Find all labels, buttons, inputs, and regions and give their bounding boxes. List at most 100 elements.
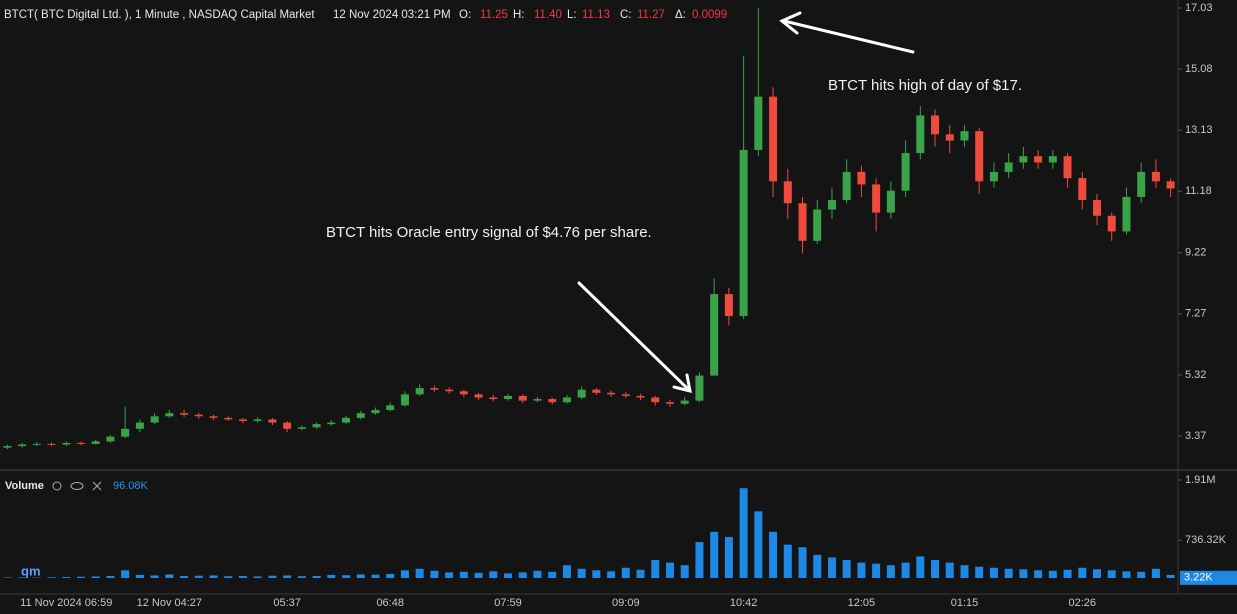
candle-body [489, 397, 498, 400]
volume-marker [1180, 570, 1237, 585]
volume-bar [238, 575, 247, 578]
volume-bar [76, 576, 85, 578]
candle-body [1107, 215, 1116, 232]
volume-bar [445, 572, 454, 578]
candle-body [798, 203, 807, 241]
candle-body [1078, 178, 1087, 201]
volume-bar [1034, 570, 1043, 578]
volume-bar [47, 577, 56, 578]
candle-body [150, 416, 159, 423]
candle-body [680, 400, 689, 404]
volume-bar [1093, 569, 1102, 578]
volume-bar [356, 574, 365, 578]
close-icon[interactable] [92, 481, 102, 491]
volume-bar [283, 575, 292, 578]
candle-body [194, 414, 203, 417]
x-tick-label: 06:48 [376, 597, 404, 609]
y-tick-label: 17.03 [1185, 2, 1213, 14]
volume-bar [135, 574, 144, 578]
x-tick-label: 09:09 [612, 597, 640, 609]
volume-bar [489, 571, 498, 578]
volume-bar [400, 570, 409, 578]
logo: qm [21, 563, 41, 578]
y-tick-label: 13.13 [1185, 124, 1213, 136]
annotation: BTCT hits Oracle entry signal of $4.76 p… [326, 224, 652, 241]
volume-bar [945, 562, 954, 578]
candle-body [710, 294, 719, 376]
volume-bar [91, 576, 100, 578]
quote-value: 0.0099 [692, 9, 727, 21]
volume-bar [754, 511, 763, 578]
y-tick-label: 15.08 [1185, 63, 1213, 75]
quote-label: C: [620, 9, 632, 21]
chart-title: BTCT( BTC Digital Ltd. ), 1 Minute , NAS… [4, 9, 315, 21]
candle-body [592, 389, 601, 393]
volume-marker-label: 3.22K [1184, 572, 1213, 584]
volume-bar [548, 571, 557, 578]
candle-body [3, 446, 12, 448]
volume-bar [813, 554, 822, 578]
candle-body [268, 419, 277, 423]
candle-body [607, 392, 616, 395]
quote-label: O: [459, 9, 471, 21]
volume-bar [739, 488, 748, 578]
visibility-icon[interactable] [70, 482, 84, 490]
volume-bar [1004, 568, 1013, 578]
candle-body [386, 405, 395, 411]
candle-body [47, 443, 56, 445]
volume-bar [194, 575, 203, 578]
candle-body [135, 422, 144, 429]
volume-bar [327, 574, 336, 578]
timestamp: 12 Nov 2024 03:21 PM [333, 9, 451, 21]
candle-body [342, 417, 351, 423]
volume-bar [106, 575, 115, 578]
arrow [577, 281, 691, 392]
candle-body [739, 149, 748, 317]
volume-bar [710, 531, 719, 578]
candle-body [180, 413, 189, 415]
candle-body [400, 394, 409, 406]
volume-bar [651, 560, 660, 578]
candle-body [813, 209, 822, 241]
volume-bar [621, 567, 630, 578]
volume-bar [1166, 574, 1175, 578]
candle-body [1093, 200, 1102, 216]
volume-bar [518, 572, 527, 578]
candle-body [931, 115, 940, 135]
volume-bar [680, 565, 689, 578]
volume-bar [371, 574, 380, 578]
volume-bar [3, 577, 12, 578]
candle-body [945, 134, 954, 141]
candle-body [960, 131, 969, 141]
volume-icons [52, 481, 102, 491]
volume-bar [474, 572, 483, 578]
settings-icon[interactable] [52, 481, 62, 491]
candle-body [577, 389, 586, 398]
volume-bar [607, 571, 616, 578]
volume-bar [150, 575, 159, 578]
candle-body [238, 419, 247, 421]
candle-body [769, 96, 778, 182]
candle-body [165, 413, 174, 417]
volume-bar [562, 565, 571, 578]
volume-bar [459, 571, 468, 578]
candle-body [1122, 196, 1131, 232]
candle-body [76, 442, 85, 444]
volume-bar [916, 556, 925, 578]
y-tick-label: 5.32 [1185, 369, 1206, 381]
candle-body [209, 416, 218, 418]
quote-value: 11.25 [480, 9, 508, 21]
candle-body [459, 391, 468, 395]
volume-bar [886, 565, 895, 578]
candle-body [474, 394, 483, 398]
candle-body [695, 375, 704, 401]
candle-body [783, 181, 792, 204]
volume-bar [842, 560, 851, 578]
candle-body [989, 171, 998, 182]
volume-bar [872, 563, 881, 578]
candle-body [901, 153, 910, 191]
volume-bar [415, 568, 424, 578]
volume-bar [695, 542, 704, 578]
volume-bar [960, 565, 969, 578]
